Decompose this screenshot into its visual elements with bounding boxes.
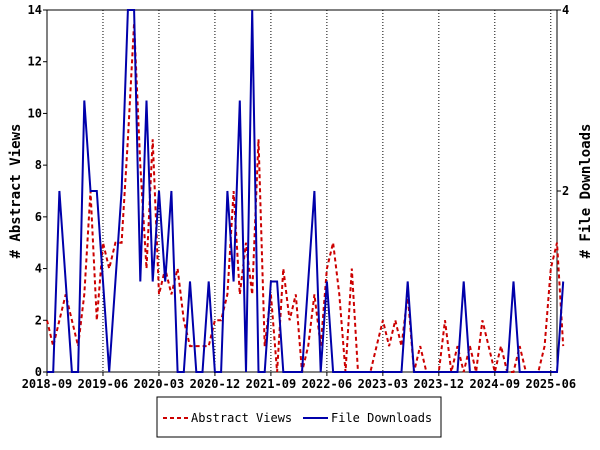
y-left-tick-label: 2 xyxy=(35,313,42,327)
y-left-tick-label: 0 xyxy=(35,365,42,379)
x-tick-label: 2023-03 xyxy=(358,377,409,391)
y-axis-left-title: # Abstract Views xyxy=(8,124,24,259)
x-tick-label: 2023-12 xyxy=(414,377,465,391)
y-left-tick-label: 8 xyxy=(35,158,42,172)
y-left-tick-label: 14 xyxy=(28,3,42,17)
y-right-tick-label: 4 xyxy=(562,3,569,17)
x-tick-label: 2018-09 xyxy=(22,377,73,391)
legend: Abstract Views File Downloads xyxy=(156,396,442,438)
y-left-tick-label: 4 xyxy=(35,262,42,276)
y-axis-right-title: # File Downloads xyxy=(578,124,594,259)
x-tick-label: 2021-09 xyxy=(246,377,297,391)
x-tick-label: 2019-06 xyxy=(78,377,129,391)
axes: 2018-09 2019-06 2020-03 2020-12 2021-09 2022-… xyxy=(22,3,576,391)
x-tick-label: 2024-09 xyxy=(470,377,521,391)
y-left-tick-label: 6 xyxy=(35,210,42,224)
grid xyxy=(46,10,552,372)
x-tick-label: 2020-03 xyxy=(134,377,185,391)
legend-label-file-downloads: File Downloads xyxy=(331,411,432,425)
legend-box xyxy=(156,396,442,438)
y-left-tick-label: 12 xyxy=(28,55,42,69)
series-layer xyxy=(46,9,565,373)
legend-label-abstract-views: Abstract Views xyxy=(191,411,292,425)
plot-area-frame xyxy=(46,9,558,373)
x-tick-label: 2020-12 xyxy=(190,377,241,391)
x-tick-label: 2025-06 xyxy=(525,377,576,391)
y-right-tick-label: 2 xyxy=(562,184,569,198)
x-tick-label: 2022-06 xyxy=(302,377,353,391)
y-left-tick-label: 10 xyxy=(28,106,42,120)
series-line-abstract-views xyxy=(46,22,565,373)
series-line-file-downloads xyxy=(47,9,565,373)
